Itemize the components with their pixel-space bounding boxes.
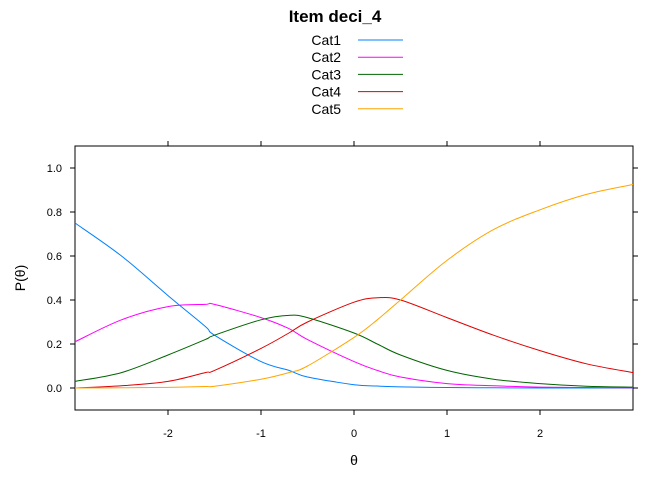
legend-label-cat5: Cat5 — [311, 101, 341, 117]
legend-label-cat4: Cat4 — [311, 84, 341, 100]
x-tick-label: -1 — [256, 428, 266, 440]
series-line-cat3 — [74, 314, 634, 388]
y-tick-label: 0.8 — [47, 207, 62, 219]
legend-label-cat2: Cat2 — [311, 49, 341, 65]
series-line-cat4 — [74, 296, 634, 389]
plot-frame — [74, 145, 634, 411]
series-line-cat5 — [74, 184, 634, 389]
y-tick-label: 0.6 — [47, 251, 62, 263]
y-tick-label: 0.0 — [47, 383, 62, 395]
x-tick-label: -2 — [163, 428, 173, 440]
axis-ticks: -2 -1 0 1 2 0.0 0.2 0.4 0.6 0.8 1.0 — [47, 141, 638, 440]
y-axis-label: P(θ) — [12, 265, 28, 291]
x-tick-label: 2 — [537, 428, 543, 440]
y-tick-label: 0.2 — [47, 339, 62, 351]
x-axis-label: θ — [350, 452, 358, 468]
y-tick-label: 1.0 — [47, 163, 62, 175]
y-tick-label: 0.4 — [47, 295, 62, 307]
series-lines — [74, 184, 634, 389]
series-line-cat2 — [74, 302, 634, 389]
legend-label-cat1: Cat1 — [311, 32, 341, 48]
chart-title: Item deci_4 — [289, 7, 382, 26]
x-tick-label: 1 — [444, 428, 450, 440]
legend-label-cat3: Cat3 — [311, 66, 341, 82]
x-tick-label: 0 — [351, 428, 357, 440]
series-line-cat1 — [74, 222, 633, 389]
